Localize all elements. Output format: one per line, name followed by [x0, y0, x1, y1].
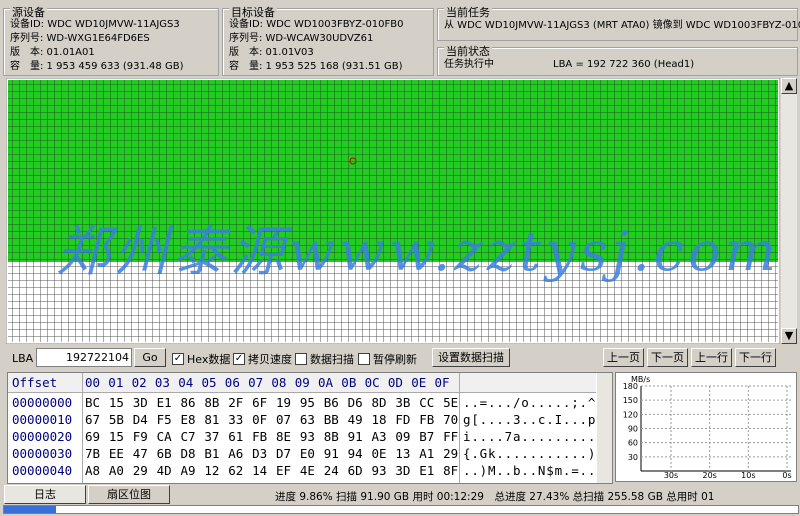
column-header: 0E: [411, 375, 427, 390]
row-offset: 00000030: [12, 446, 73, 461]
column-header: 0A: [318, 375, 334, 390]
sector-map: 郑州泰源www.zztysj.com: [6, 78, 780, 344]
group-title: 源设备: [10, 6, 47, 19]
info-line: 设备ID: WDC WD1003FBYZ-010FB0: [229, 19, 404, 30]
unit-label: MB/s: [631, 375, 650, 384]
column-header: 0B: [341, 375, 357, 390]
row-bytes: 67 5B D4 F5 E8 81 33 0F 07 63 BB 49 18 F…: [85, 412, 459, 427]
row-ascii: i....7a.........: [463, 429, 597, 444]
y-tick-label: 60: [628, 439, 638, 448]
scrollbar[interactable]: ▲ ▼: [781, 78, 797, 344]
status-group: 当前状态 任务执行中 LBA = 192 722 360 (Head1): [437, 45, 798, 76]
row-offset: 00000000: [12, 395, 73, 410]
nav-button[interactable]: 下一页: [647, 348, 688, 367]
watermark: 郑州泰源www.zztysj.com: [56, 220, 776, 283]
row-offset: 00000040: [12, 463, 73, 478]
check-box[interactable]: [295, 353, 307, 365]
lba-label: LBA: [12, 352, 34, 365]
check-label: 暂停刷新: [373, 353, 417, 366]
offset-header: Offset: [12, 375, 58, 390]
row-bytes: BC 15 3D E1 86 8B 2F 6F 19 95 B6 D6 8D 3…: [85, 395, 459, 410]
tab[interactable]: 日志: [4, 485, 86, 504]
checkbox[interactable]: ✓ 拷贝速度: [233, 351, 292, 367]
checkbox[interactable]: 暂停刷新: [358, 351, 417, 367]
target-group: 目标设备 设备ID: WDC WD1003FBYZ-010FB0 序列号: WD-…: [222, 6, 434, 76]
x-tick-label: 20s: [702, 471, 716, 480]
info-line: 容 量: 1 953 459 633 (931.48 GB): [10, 61, 184, 72]
group-title: 当前状态: [444, 45, 492, 58]
info-line: 版 本: 01.01A01: [10, 47, 95, 58]
row-bytes: A8 A0 29 4D A9 12 62 14 EF 4E 24 6D 93 3…: [85, 463, 459, 478]
check-box[interactable]: ✓: [233, 353, 245, 365]
column-header: 09: [294, 375, 310, 390]
column-header: 02: [131, 375, 147, 390]
check-label: Hex数据: [187, 353, 231, 366]
row-offset: 00000020: [12, 429, 73, 444]
column-header: 00: [85, 375, 101, 390]
checkbox[interactable]: 数据扫描: [295, 351, 354, 367]
group-title: 当前任务: [444, 6, 492, 19]
lba-input[interactable]: 192722104: [36, 348, 132, 367]
y-tick-label: 180: [623, 382, 638, 391]
x-tick-label: 0s: [782, 471, 791, 480]
y-tick-label: 150: [623, 396, 638, 405]
status-lba: LBA = 192 722 360 (Head1): [553, 59, 695, 70]
column-header: 0C: [364, 375, 380, 390]
column-header: 04: [178, 375, 194, 390]
row-ascii: ..=.../o.....;.^: [463, 395, 597, 410]
go-button[interactable]: Go: [134, 348, 166, 367]
info-line: 序列号: WD-WXG1E64FD6ES: [10, 33, 150, 44]
row-bytes: 69 15 F9 CA C7 37 61 FB 8E 93 8B 91 A3 0…: [85, 429, 459, 444]
check-box[interactable]: [358, 353, 370, 365]
check-box[interactable]: ✓: [172, 353, 184, 365]
column-header: 06: [224, 375, 240, 390]
x-tick-label: 30s: [664, 471, 678, 480]
column-header: 0F: [434, 375, 450, 390]
column-header: 01: [108, 375, 124, 390]
source-group: 源设备 设备ID: WDC WD10JMVW-11AJGS3 序列号: WD-WX…: [3, 6, 219, 76]
column-header: 03: [154, 375, 170, 390]
row-ascii: ..)M..b..N$m.=..: [463, 463, 597, 478]
nav-button[interactable]: 下一行: [735, 348, 776, 367]
speed-chart: MB/s 180 150 120 90 60 30 30s 20s 10s 0s: [615, 372, 797, 482]
status-bar-text: 进度 9.86% 扫描 91.90 GB 用时 00:12:29 总进度 27.…: [275, 491, 715, 503]
info-line: 设备ID: WDC WD10JMVW-11AJGS3: [10, 19, 180, 30]
progress-bar: [3, 505, 799, 514]
status-state: 任务执行中: [444, 59, 494, 70]
check-label: 数据扫描: [310, 353, 354, 366]
hex-scrollbar[interactable]: [597, 373, 612, 483]
y-tick-label: 30: [628, 453, 638, 462]
column-header: 05: [201, 375, 217, 390]
checkbox[interactable]: ✓ Hex数据: [172, 351, 230, 367]
y-tick-label: 120: [623, 410, 638, 419]
column-header: 0D: [387, 375, 403, 390]
task-group: 当前任务 从 WDC WD10JMVW-11AJGS3 (MRT ATA0) 镜…: [437, 6, 800, 41]
tab[interactable]: 扇区位图: [88, 485, 170, 504]
nav-button[interactable]: 上一页: [603, 348, 644, 367]
nav-button[interactable]: 上一行: [691, 348, 732, 367]
info-line: 容 量: 1 953 525 168 (931.51 GB): [229, 61, 403, 72]
column-header: 08: [271, 375, 287, 390]
column-header: 07: [248, 375, 264, 390]
row-ascii: g[....3..c.I...p: [463, 412, 597, 427]
hex-view: Offset 00 01 02 03 04 05 06 07 08 09 0A 0B 0C 0D 0E 0F 0…: [7, 372, 613, 484]
task-text: 从 WDC WD10JMVW-11AJGS3 (MRT ATA0) 镜像到 WD…: [444, 20, 800, 31]
scan-button[interactable]: 设置数据扫描: [432, 348, 510, 367]
x-tick-label: 10s: [741, 471, 755, 480]
row-ascii: {.Gk...........): [463, 446, 597, 461]
row-offset: 00000010: [12, 412, 73, 427]
check-label: 拷贝速度: [248, 353, 292, 366]
y-tick-label: 90: [628, 425, 638, 434]
row-bytes: 7B EE 47 6B D8 B1 A6 D3 D7 E0 91 94 0E 1…: [85, 446, 459, 461]
info-line: 版 本: 01.01V03: [229, 47, 314, 58]
info-line: 序列号: WD-WCAW30UDVZ61: [229, 33, 374, 44]
group-title: 目标设备: [229, 6, 277, 19]
